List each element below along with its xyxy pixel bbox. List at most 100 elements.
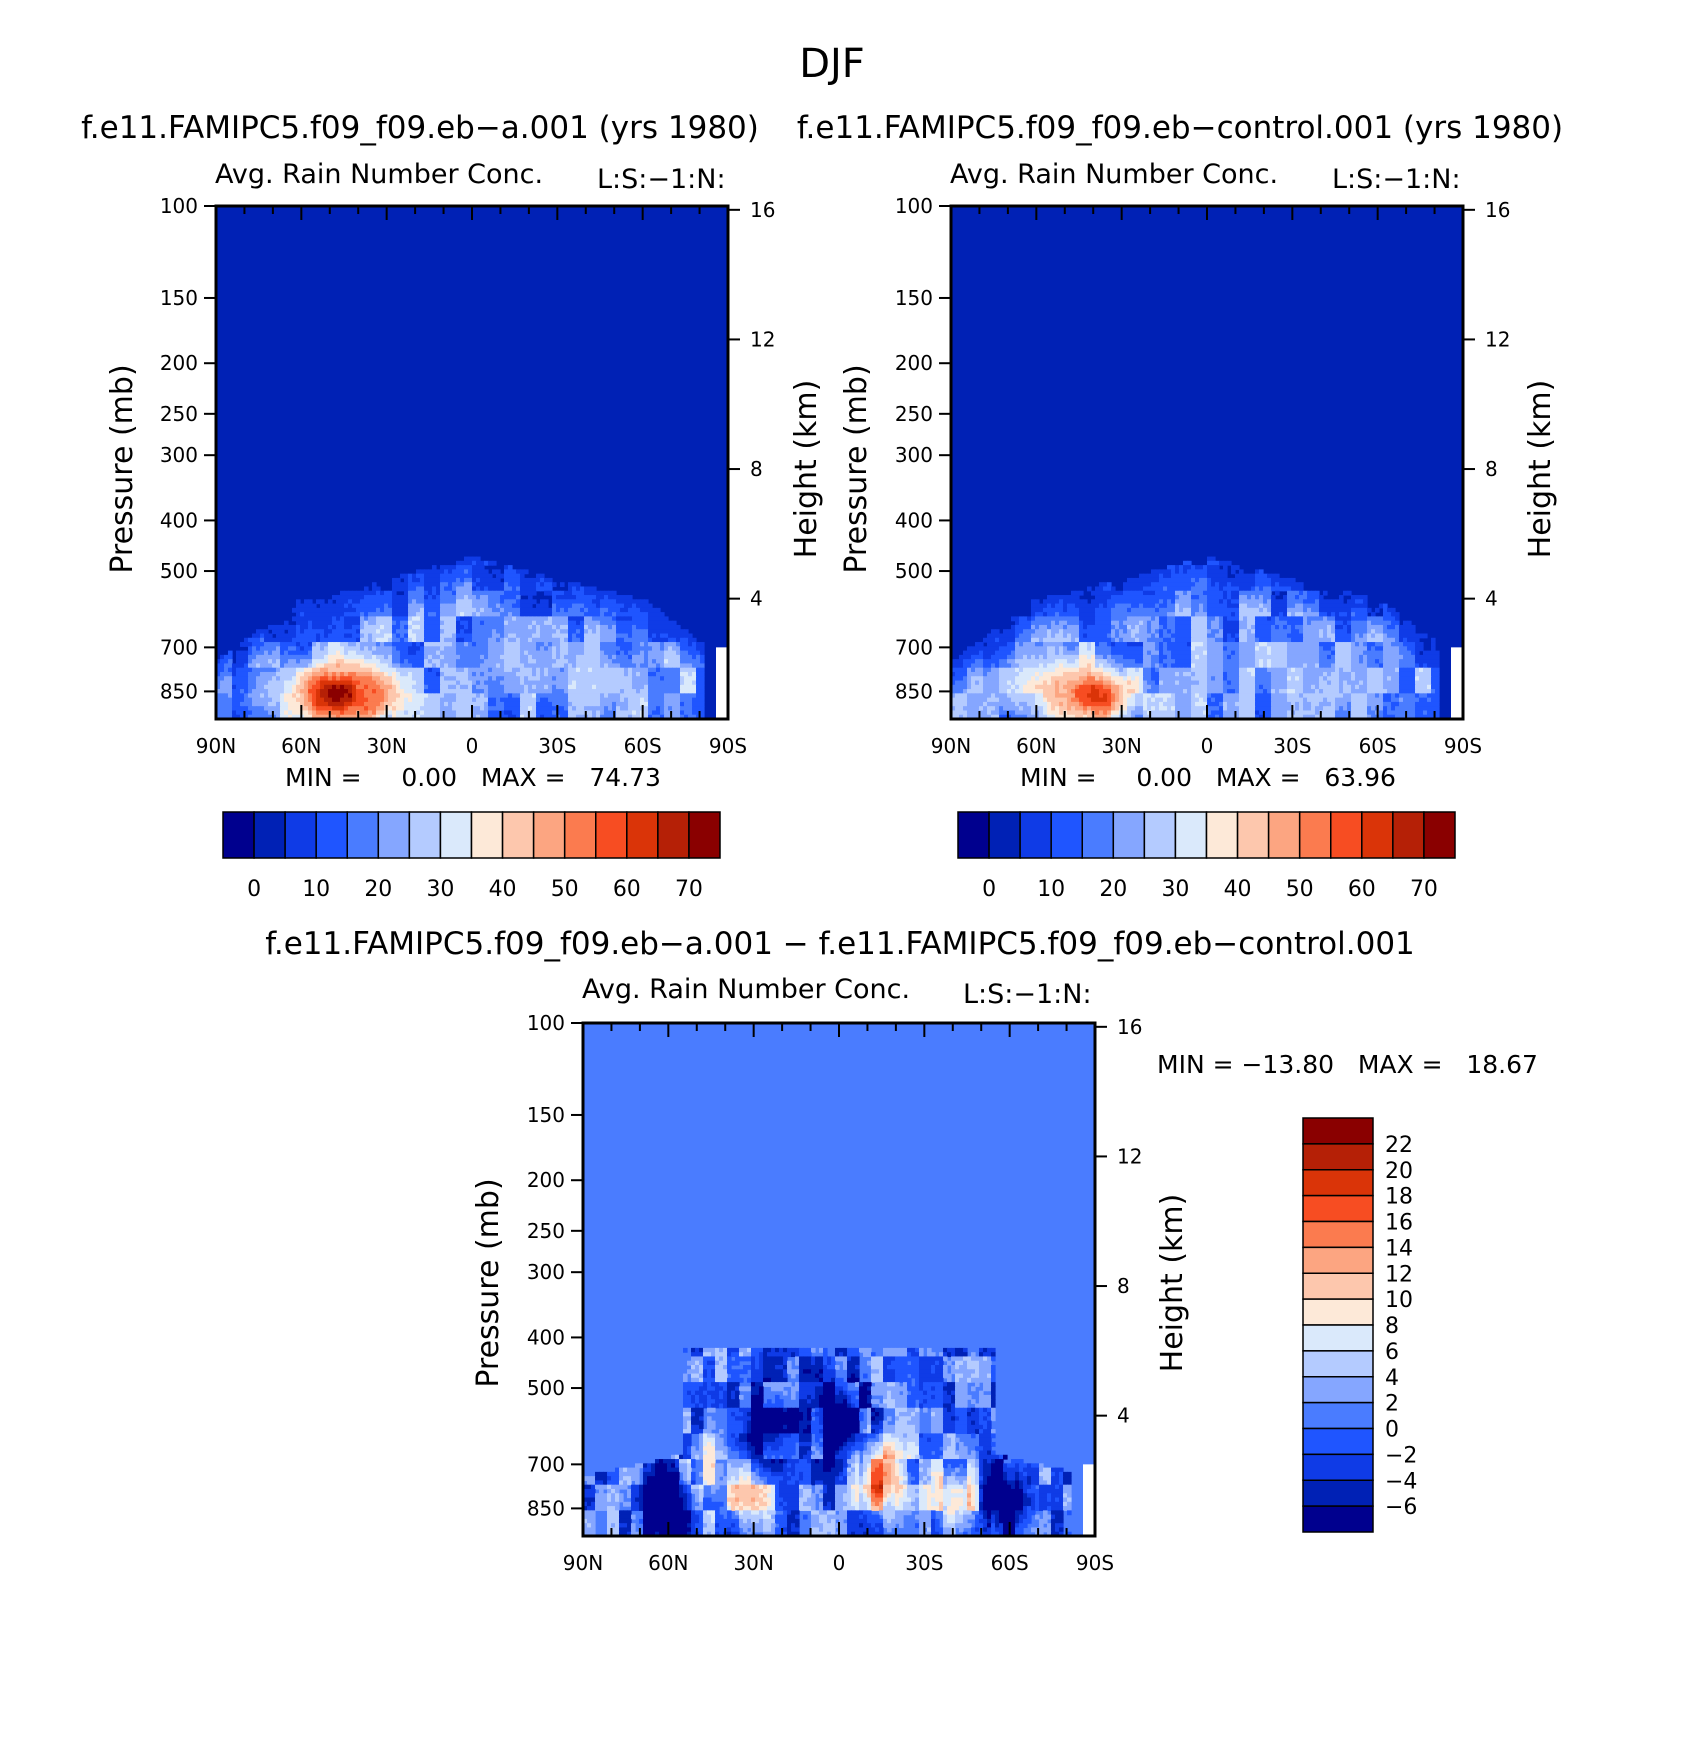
heat-cell <box>1243 637 1248 643</box>
heat-cell <box>688 650 693 656</box>
heat-cell <box>504 710 509 716</box>
heat-cell <box>224 671 229 677</box>
heat-cell <box>320 676 325 682</box>
heat-cell <box>644 659 649 665</box>
heat-cell <box>496 624 501 630</box>
heat-cell <box>516 714 521 719</box>
heat-cell <box>288 659 293 665</box>
heat-cell <box>1323 607 1328 613</box>
heat-cell <box>1111 590 1116 596</box>
heat-cell <box>608 697 613 703</box>
heat-cell <box>536 603 541 609</box>
heat-cell <box>536 714 541 719</box>
heat-cell <box>612 671 617 677</box>
heat-cell <box>516 607 521 613</box>
heat-cell <box>612 697 617 703</box>
heat-cell <box>404 595 409 600</box>
heat-cell <box>256 697 261 703</box>
heat-cell <box>320 646 325 652</box>
heat-cell <box>480 599 485 605</box>
heat-cell <box>1151 599 1156 605</box>
heat-cell <box>648 671 653 677</box>
heat-cell <box>460 667 465 673</box>
heat-cell <box>480 624 485 630</box>
heat-cell <box>552 680 557 686</box>
heat-cell <box>604 607 609 613</box>
heat-cell <box>592 650 597 656</box>
heat-cell <box>408 595 413 600</box>
heat-cell <box>520 654 525 660</box>
heat-cell <box>372 654 377 660</box>
heat-cell <box>600 680 605 686</box>
heat-cell <box>1383 624 1388 630</box>
heat-cell <box>640 701 645 707</box>
heat-cell <box>360 595 365 600</box>
heat-cell <box>488 663 493 669</box>
heat-cell <box>268 624 273 630</box>
heat-cell <box>456 659 461 665</box>
heat-cell <box>596 620 601 626</box>
heat-cell <box>320 642 325 647</box>
heat-cell <box>1195 573 1200 579</box>
heat-cell <box>412 684 417 690</box>
heat-cell <box>1047 616 1052 622</box>
heat-cell <box>1211 616 1216 622</box>
heat-cell <box>524 603 529 609</box>
heat-cell <box>1227 603 1232 609</box>
heat-cell <box>560 659 565 665</box>
heat-cell <box>272 663 277 669</box>
heat-cell <box>628 689 633 694</box>
heat-cell <box>364 624 369 630</box>
heat-cell <box>1127 599 1132 605</box>
heat-cell <box>420 590 425 596</box>
heat-cell <box>684 714 689 719</box>
heat-cell <box>1199 577 1204 583</box>
heat-cell <box>388 710 393 716</box>
heat-cell <box>516 603 521 609</box>
heat-cell <box>228 693 233 699</box>
heat-cell <box>692 650 697 656</box>
heat-cell <box>456 612 461 617</box>
heat-cell <box>416 659 421 665</box>
heat-cell <box>560 654 565 660</box>
heat-cell <box>664 689 669 694</box>
heat-cell <box>512 697 517 703</box>
heat-cell <box>1135 637 1140 643</box>
heat-cell <box>1003 633 1008 639</box>
heat-cell <box>300 676 305 682</box>
heat-cell <box>584 676 589 682</box>
heat-cell <box>504 667 509 673</box>
heat-cell <box>1147 612 1152 617</box>
heat-cell <box>544 577 549 583</box>
heat-cell <box>588 693 593 699</box>
heat-cell <box>352 616 357 622</box>
heat-cell <box>572 663 577 669</box>
heat-cell <box>1311 590 1316 596</box>
heat-cell <box>280 642 285 647</box>
heat-cell <box>1179 573 1184 579</box>
y-tick-label: 250 <box>160 402 198 426</box>
heat-cell <box>600 684 605 690</box>
heat-cell <box>528 706 533 712</box>
heat-cell <box>532 697 537 703</box>
heat-cell <box>584 612 589 617</box>
heat-cell <box>1139 573 1144 579</box>
heat-cell <box>320 680 325 686</box>
heat-cell <box>296 650 301 656</box>
heat-cell <box>1143 582 1148 588</box>
heat-cell <box>632 671 637 677</box>
heat-cell <box>312 659 317 665</box>
heat-cell <box>1291 620 1296 626</box>
heat-cell <box>540 577 545 583</box>
colorbar-label: 40 <box>489 877 517 902</box>
heat-cell <box>676 701 681 707</box>
heat-cell <box>1267 599 1272 605</box>
heat-cell <box>1259 590 1264 596</box>
heat-cell <box>528 710 533 716</box>
heat-cell <box>1263 582 1268 588</box>
heat-cell <box>328 706 333 712</box>
heat-cell <box>616 714 621 719</box>
heat-cell <box>628 612 633 617</box>
heat-cell <box>360 624 365 630</box>
heat-cell <box>476 667 481 673</box>
